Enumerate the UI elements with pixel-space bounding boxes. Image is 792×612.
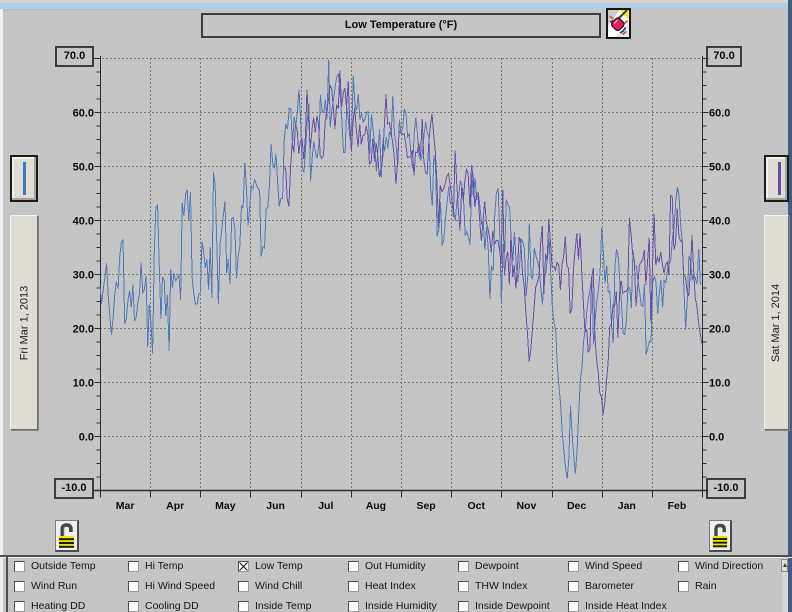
svg-text:60.0: 60.0 (709, 108, 730, 120)
svg-text:20.0: 20.0 (73, 324, 94, 336)
svg-text:50.0: 50.0 (73, 162, 94, 174)
svg-text:10.0: 10.0 (709, 378, 730, 390)
svg-text:0.0: 0.0 (709, 432, 724, 444)
svg-text:30.0: 30.0 (709, 270, 730, 282)
svg-text:Jun: Jun (266, 500, 285, 512)
svg-text:Aug: Aug (366, 500, 386, 512)
svg-text:40.0: 40.0 (709, 216, 730, 228)
svg-text:May: May (215, 500, 236, 512)
svg-text:0.0: 0.0 (79, 432, 94, 444)
svg-text:40.0: 40.0 (73, 216, 94, 228)
svg-text:20.0: 20.0 (709, 324, 730, 336)
svg-text:Dec: Dec (567, 500, 586, 512)
svg-text:50.0: 50.0 (709, 162, 730, 174)
svg-text:Jul: Jul (318, 500, 333, 512)
svg-text:Nov: Nov (516, 500, 536, 512)
svg-text:Oct: Oct (467, 500, 485, 512)
svg-text:60.0: 60.0 (73, 108, 94, 120)
svg-text:Feb: Feb (668, 500, 687, 512)
svg-text:Apr: Apr (166, 500, 184, 512)
svg-text:Jan: Jan (618, 500, 636, 512)
svg-text:Mar: Mar (116, 500, 135, 512)
svg-text:30.0: 30.0 (73, 270, 94, 282)
svg-text:Sep: Sep (416, 500, 435, 512)
svg-text:10.0: 10.0 (73, 378, 94, 390)
